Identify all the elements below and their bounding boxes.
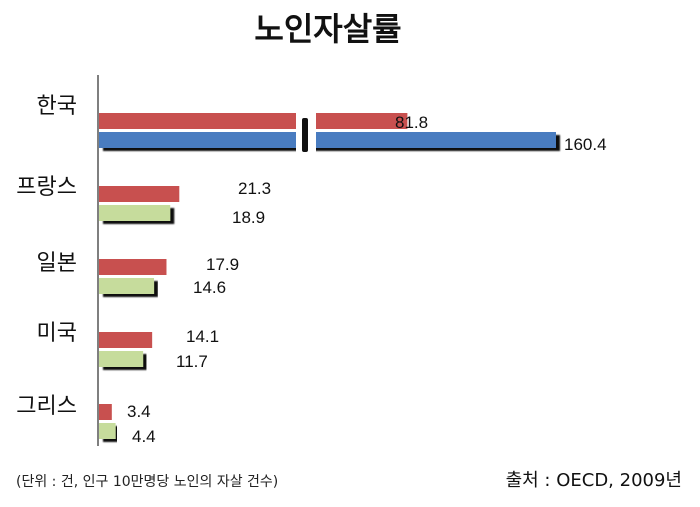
chart-title: 노인자살률 xyxy=(254,10,401,48)
category-label: 한국 xyxy=(37,94,77,119)
bar-series-1 xyxy=(99,186,180,202)
bar-series-2 xyxy=(99,423,116,439)
bar-series-2 xyxy=(99,351,144,367)
category-label: 프랑스 xyxy=(16,175,77,200)
data-label: 11.7 xyxy=(176,352,208,371)
category-label: 그리스 xyxy=(16,394,77,419)
data-label: 14.6 xyxy=(193,278,226,297)
bar-series-2 xyxy=(99,132,556,148)
data-label: 17.9 xyxy=(206,255,239,274)
bar-series-1 xyxy=(99,332,153,348)
data-label: 14.1 xyxy=(186,327,219,346)
bar-series-1 xyxy=(99,259,167,275)
bar-series-1 xyxy=(99,113,408,129)
unit-note: (단위 : 건, 인구 10만명당 노인의 자살 건수) xyxy=(16,474,278,490)
data-label: 160.4 xyxy=(564,135,607,154)
bar-series-2 xyxy=(99,205,171,221)
axis-break-mark xyxy=(302,118,308,152)
source-note: 출처 : OECD, 2009년 xyxy=(506,470,682,491)
data-label: 4.4 xyxy=(132,427,156,446)
data-label: 21.3 xyxy=(238,179,271,198)
bar-series-2 xyxy=(99,278,155,294)
category-label: 미국 xyxy=(37,321,77,346)
data-label: 81.8 xyxy=(395,113,428,132)
data-label: 18.9 xyxy=(232,208,265,227)
bar-series-1 xyxy=(99,404,112,420)
category-label: 일본 xyxy=(37,251,77,276)
data-label: 3.4 xyxy=(127,402,151,421)
